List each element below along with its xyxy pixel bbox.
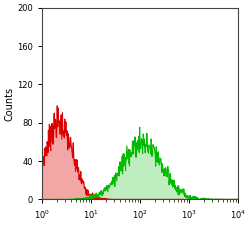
Y-axis label: Counts: Counts bbox=[4, 86, 14, 121]
